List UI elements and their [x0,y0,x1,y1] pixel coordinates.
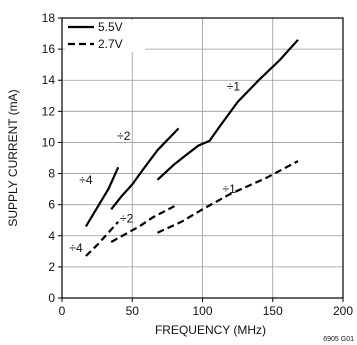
x-tick-label: 50 [126,304,140,318]
divider-annotation: ÷4 [79,173,93,187]
y-tick-label: 16 [42,42,56,56]
series-line-5-5v-0 [84,166,120,227]
y-tick-label: 10 [42,135,56,149]
x-tick-label: 200 [333,304,353,318]
x-tick-label: 100 [192,304,212,318]
y-axis-title: SUPPLY CURRENT (mA) [6,89,20,226]
legend-label-2-7v: 2.7V [98,37,123,51]
divider-annotation: ÷2 [120,212,134,226]
tick-marks [58,17,344,302]
series-line-2-7v-5 [157,160,299,234]
legend: 5.5V 2.7V [65,20,145,52]
annotation-layer: ÷4 ÷2 ÷1 ÷2 ÷1 ÷4 [69,79,240,255]
y-tick-label: 8 [48,167,55,181]
y-tick-label: 0 [48,291,55,305]
y-tick-label: 18 [42,11,56,25]
series-line-5-5v-1 [110,127,180,210]
series-line-5-5v-2 [156,39,299,181]
series-line-2-7v-3 [85,221,120,257]
figure-id: 6905 G01 [323,336,354,343]
y-tick-label: 2 [48,260,55,274]
legend-background [65,20,145,52]
y-tick-label: 12 [42,104,56,118]
grid [62,18,343,298]
y-tick-label: 14 [42,73,56,87]
x-tick-label: 0 [59,304,66,318]
series-layer [84,39,299,257]
x-tick-label: 150 [263,304,283,318]
legend-label-5-5v: 5.5V [98,20,123,34]
y-tick-label: 6 [48,198,55,212]
series-line-2-7v-4 [110,205,175,243]
divider-annotation: ÷2 [117,129,131,143]
divider-annotation: ÷1 [223,182,237,196]
y-tick-label: 4 [48,229,55,243]
x-axis-title: FREQUENCY (MHz) [155,323,266,337]
divider-annotation: ÷4 [69,241,83,255]
divider-annotation: ÷1 [227,79,241,93]
